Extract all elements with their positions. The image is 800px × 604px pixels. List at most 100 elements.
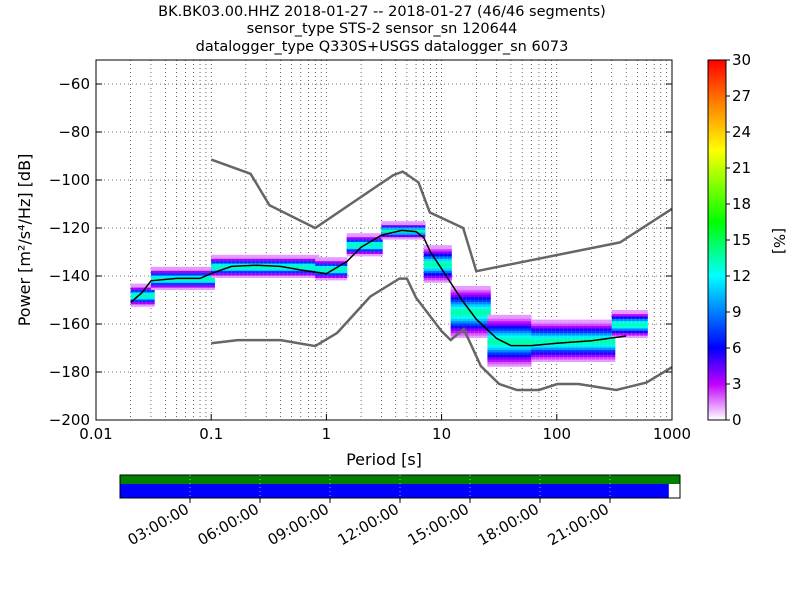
histogram-cell [539, 326, 544, 331]
histogram-cell [527, 353, 532, 358]
histogram-cell [146, 295, 151, 300]
histogram-cell [405, 235, 410, 240]
histogram-cell [327, 271, 332, 276]
histogram-cell [439, 245, 444, 250]
histogram-cell [603, 334, 608, 338]
histogram-cell [182, 274, 187, 278]
plot-background [96, 60, 672, 420]
histogram-cell [478, 310, 483, 314]
histogram-cell [491, 346, 496, 350]
histogram-cell [639, 319, 644, 324]
histogram-cell [458, 310, 463, 314]
histogram-cell [263, 264, 268, 269]
histogram-cell [315, 254, 320, 259]
histogram-cell [142, 302, 147, 307]
histogram-cell [571, 334, 576, 338]
histogram-cell [311, 274, 316, 278]
histogram-cell [401, 230, 406, 235]
histogram-cell [575, 338, 580, 343]
histogram-cell [478, 317, 483, 322]
histogram-cell [607, 343, 612, 348]
histogram-cell [491, 358, 496, 362]
histogram-cell [421, 230, 426, 235]
histogram-cell [393, 233, 398, 238]
histogram-cell [462, 300, 467, 305]
histogram-cell [571, 329, 576, 334]
histogram-cell [539, 353, 544, 358]
histogram-cell [567, 350, 572, 355]
histogram-cell [511, 355, 516, 360]
histogram-cell [323, 276, 328, 281]
histogram-cell [503, 329, 508, 334]
histogram-cell [283, 264, 288, 269]
histogram-cell [635, 324, 640, 329]
histogram-cell [470, 314, 475, 319]
histogram-cell [495, 355, 500, 360]
histogram-cell [239, 269, 244, 274]
histogram-cell [462, 319, 467, 324]
histogram-cell [393, 221, 398, 226]
histogram-cell [417, 235, 422, 240]
histogram-cell [311, 259, 316, 264]
histogram-cell [543, 324, 548, 329]
histogram-cell [186, 269, 191, 274]
histogram-cell [535, 329, 540, 334]
histogram-cell [523, 338, 528, 343]
histogram-cell [595, 334, 600, 338]
histogram-cell [454, 329, 459, 334]
histogram-cell [491, 331, 496, 336]
histogram-cell [635, 312, 640, 317]
histogram-cell [591, 355, 596, 360]
histogram-cell [503, 326, 508, 331]
histogram-cell [138, 293, 143, 298]
histogram-cell [619, 329, 624, 334]
histogram-cell [146, 286, 151, 290]
histogram-cell [519, 341, 524, 346]
histogram-cell [599, 322, 604, 326]
histogram-cell [487, 346, 492, 350]
histogram-cell [466, 310, 471, 314]
histogram-cell [635, 329, 640, 334]
histogram-cell [166, 271, 171, 276]
histogram-cell [458, 319, 463, 324]
histogram-cell [397, 223, 402, 228]
histogram-cell [358, 240, 363, 245]
histogram-cell [374, 240, 379, 245]
histogram-cell [362, 247, 367, 252]
histogram-cell [350, 247, 355, 252]
histogram-cell [635, 334, 640, 338]
histogram-cell [495, 346, 500, 350]
histogram-cell [443, 252, 448, 257]
histogram-cell [527, 314, 532, 319]
histogram-cell [551, 358, 556, 362]
histogram-cell [571, 338, 576, 343]
histogram-cell [579, 324, 584, 329]
histogram-cell [527, 326, 532, 331]
histogram-cell [511, 329, 516, 334]
histogram-cell [515, 319, 520, 324]
histogram-cell [219, 269, 224, 274]
histogram-cell [511, 326, 516, 331]
histogram-cell [583, 329, 588, 334]
histogram-cell [427, 266, 432, 271]
histogram-cell [591, 322, 596, 326]
histogram-cell [235, 257, 240, 262]
histogram-cell [643, 317, 648, 322]
histogram-cell [567, 353, 572, 358]
histogram-cell [215, 257, 220, 262]
histogram-cell [439, 271, 444, 276]
histogram-cell [470, 298, 475, 302]
histogram-cell [635, 314, 640, 319]
histogram-cell [478, 314, 483, 319]
histogram-cell [431, 259, 436, 264]
histogram-cell [166, 286, 171, 290]
histogram-cell [487, 353, 492, 358]
histogram-cell [358, 250, 363, 254]
histogram-cell [439, 276, 444, 281]
histogram-cell [243, 262, 248, 266]
histogram-cell [575, 346, 580, 350]
histogram-cell [515, 355, 520, 360]
histogram-cell [487, 326, 492, 331]
histogram-cell [211, 274, 216, 278]
histogram-cell [295, 262, 300, 266]
